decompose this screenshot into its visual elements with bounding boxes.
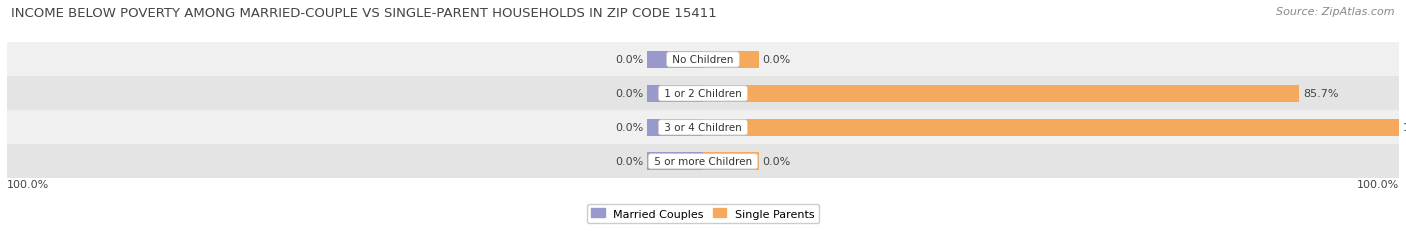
Bar (647, 119, 703, 137)
Text: 100.0%: 100.0% (7, 179, 49, 189)
Text: 0.0%: 0.0% (762, 157, 790, 167)
Text: 100.0%: 100.0% (1402, 123, 1406, 133)
Bar (7, 145, 1399, 179)
Bar (7, 43, 1399, 77)
Text: 0.0%: 0.0% (616, 157, 644, 167)
Text: 0.0%: 0.0% (616, 55, 644, 65)
Bar (647, 85, 703, 103)
Text: 85.7%: 85.7% (1303, 89, 1339, 99)
Text: 0.0%: 0.0% (616, 89, 644, 99)
Text: No Children: No Children (669, 55, 737, 65)
Text: 3 or 4 Children: 3 or 4 Children (661, 123, 745, 133)
Text: 0.0%: 0.0% (616, 123, 644, 133)
Text: INCOME BELOW POVERTY AMONG MARRIED-COUPLE VS SINGLE-PARENT HOUSEHOLDS IN ZIP COD: INCOME BELOW POVERTY AMONG MARRIED-COUPL… (11, 7, 717, 20)
Legend: Married Couples, Single Parents: Married Couples, Single Parents (586, 204, 820, 223)
Bar (703, 119, 1399, 137)
Text: 5 or more Children: 5 or more Children (651, 157, 755, 167)
Bar (7, 111, 1399, 145)
Bar (647, 51, 703, 69)
Bar (7, 77, 1399, 111)
Bar (703, 153, 759, 170)
Bar (703, 85, 1299, 103)
Text: 1 or 2 Children: 1 or 2 Children (661, 89, 745, 99)
Text: 100.0%: 100.0% (1357, 179, 1399, 189)
Bar (647, 153, 703, 170)
Bar (703, 51, 759, 69)
Text: Source: ZipAtlas.com: Source: ZipAtlas.com (1277, 7, 1395, 17)
Text: 0.0%: 0.0% (762, 55, 790, 65)
